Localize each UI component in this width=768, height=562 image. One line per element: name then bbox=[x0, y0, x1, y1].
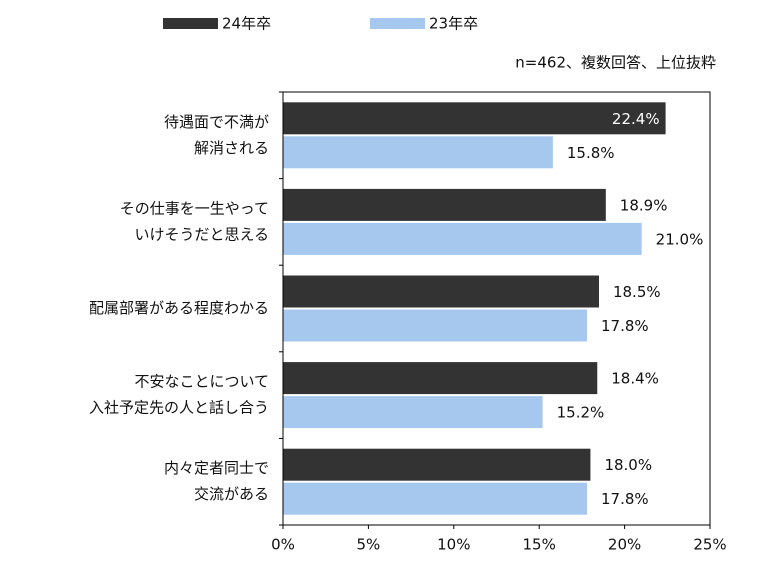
bar bbox=[283, 188, 606, 221]
bar bbox=[283, 482, 588, 515]
y-tick-label: 不安なことについて bbox=[134, 373, 269, 391]
plot-frame bbox=[282, 91, 711, 526]
data-label: 15.8% bbox=[567, 144, 615, 162]
bar bbox=[283, 309, 588, 342]
data-label: 18.0% bbox=[604, 456, 652, 474]
legend-label: 23年卒 bbox=[429, 15, 478, 33]
bar bbox=[283, 222, 642, 255]
x-tick-label: 15% bbox=[523, 536, 556, 554]
data-label: 22.4% bbox=[612, 110, 660, 128]
y-tick-label: 解消される bbox=[194, 139, 269, 157]
bar bbox=[283, 102, 666, 135]
chart-subtitle: n=462、複数回答、上位抜粋 bbox=[515, 54, 716, 72]
data-label: 18.9% bbox=[620, 196, 668, 214]
data-label: 21.0% bbox=[656, 230, 704, 248]
bar bbox=[283, 362, 598, 395]
legend-swatch bbox=[370, 18, 425, 29]
bar bbox=[283, 448, 591, 481]
x-tick-label: 10% bbox=[437, 536, 470, 554]
y-tick-label: いけそうだと思える bbox=[134, 225, 269, 243]
data-label: 17.8% bbox=[601, 317, 649, 335]
y-tick-label: 内々定者同士で bbox=[164, 459, 269, 477]
bar bbox=[283, 136, 553, 169]
data-label: 18.4% bbox=[611, 370, 659, 388]
bar bbox=[283, 275, 599, 308]
y-tick-label: 配属部署がある程度わかる bbox=[89, 299, 269, 317]
x-tick-label: 0% bbox=[271, 536, 295, 554]
legend-swatch bbox=[163, 18, 218, 29]
y-tick-label: 入社予定先の人と話し合う bbox=[89, 399, 269, 417]
x-tick-label: 20% bbox=[608, 536, 641, 554]
data-label: 18.5% bbox=[613, 283, 661, 301]
y-tick-label: 待遇面で不満が bbox=[164, 113, 269, 131]
y-tick-label: その仕事を一生やって bbox=[120, 199, 269, 217]
data-label: 15.2% bbox=[557, 404, 605, 422]
x-tick-label: 5% bbox=[357, 536, 381, 554]
x-tick-label: 25% bbox=[693, 536, 726, 554]
legend-label: 24年卒 bbox=[222, 15, 271, 33]
y-tick-label: 交流がある bbox=[194, 485, 269, 503]
bar bbox=[283, 396, 543, 429]
data-label: 17.8% bbox=[601, 490, 649, 508]
